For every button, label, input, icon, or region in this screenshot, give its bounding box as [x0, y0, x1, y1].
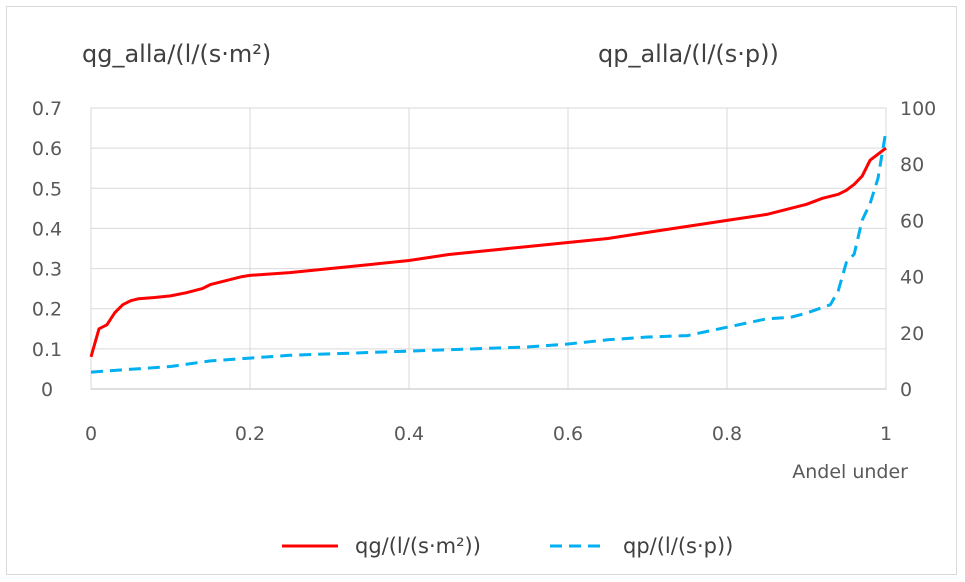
- y-left-tick-label: 0: [41, 379, 53, 401]
- tick-labels: 00.10.20.30.40.50.60.70 0.2 0.4 0.6 0.8 10204…: [32, 98, 936, 445]
- y-right-tick-label: 80: [900, 154, 924, 176]
- y-left-tick-label: 0.3: [32, 259, 62, 281]
- y-right-tick-label: 0: [900, 379, 912, 401]
- gridlines: [90, 107, 887, 390]
- y-left-tick-label: 0.1: [32, 339, 62, 361]
- y-right-tick-label: 60: [900, 210, 924, 232]
- series-line-2: [90, 130, 888, 374]
- plot-area-border: [90, 107, 887, 390]
- x-tick-label: 0: [85, 423, 97, 445]
- x-tick-label: 1: [880, 423, 892, 445]
- series-lines: [89, 130, 888, 374]
- x-tick-label: 0.2: [235, 423, 265, 445]
- x-tick-label: 0.8: [712, 423, 742, 445]
- y-left-tick-label: 0.4: [32, 218, 62, 240]
- chart-frame: [6, 6, 957, 575]
- y-left-tick-label: 0.5: [32, 178, 62, 200]
- x-tick-label: 0.4: [394, 423, 424, 445]
- legend-label-2: qp/(l/(s·p)): [623, 534, 733, 558]
- x-axis-label: Andel under: [792, 461, 908, 483]
- right-axis-title: qp_alla/(l/(s·p)): [598, 40, 779, 68]
- y-left-tick-label: 0.2: [32, 299, 62, 321]
- x-tick-label: 0.6: [553, 423, 583, 445]
- y-left-tick-label: 0.6: [32, 138, 62, 160]
- series-line-1: [89, 146, 887, 358]
- legend: qg/(l/(s·m²)) qp/(l/(s·p)): [282, 534, 733, 558]
- y-right-tick-label: 100: [900, 98, 936, 120]
- y-right-tick-label: 40: [900, 267, 924, 289]
- legend-label-1: qg/(l/(s·m²)): [355, 534, 481, 558]
- left-axis-title: qg_alla/(l/(s·m²): [82, 40, 271, 68]
- y-right-tick-label: 20: [900, 323, 924, 345]
- y-left-tick-label: 0.7: [32, 98, 62, 120]
